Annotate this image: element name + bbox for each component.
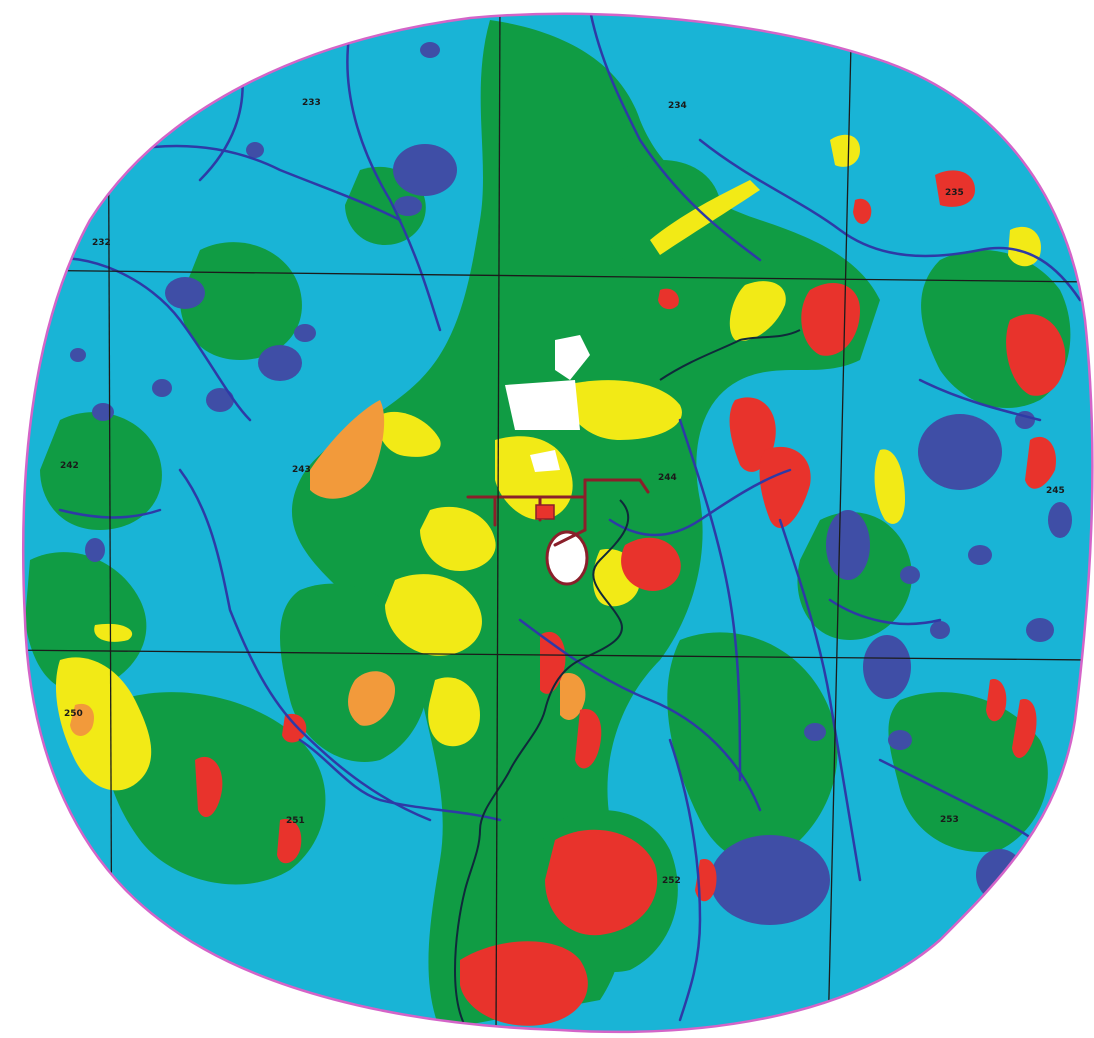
study-area-boundary <box>21 12 1094 1034</box>
shrub-layer <box>70 400 586 736</box>
grid-label-232: 232 <box>92 238 111 248</box>
facility-box <box>535 504 555 520</box>
river-layer <box>38 13 1082 1022</box>
burn-area-layer <box>195 170 1066 1026</box>
grid-label-235: 235 <box>945 188 964 198</box>
grid-label-251: 251 <box>286 816 305 826</box>
grid-label-233: 233 <box>302 98 321 108</box>
grid-label-252: 252 <box>662 876 681 886</box>
grid-label-245: 245 <box>1046 486 1065 496</box>
stream-layer <box>453 329 801 1032</box>
infrastructure-layer <box>466 478 650 547</box>
grid-label-242: 242 <box>60 461 79 471</box>
grid-label-250: 250 <box>64 709 83 719</box>
grid-label-layer: 233 234 235 232 242 243 244 245 250 251 … <box>60 98 1065 886</box>
grid-label-243: 243 <box>292 465 311 475</box>
grid-label-253: 253 <box>940 815 959 825</box>
grid-label-234: 234 <box>668 101 687 111</box>
grid-label-244: 244 <box>658 473 677 483</box>
